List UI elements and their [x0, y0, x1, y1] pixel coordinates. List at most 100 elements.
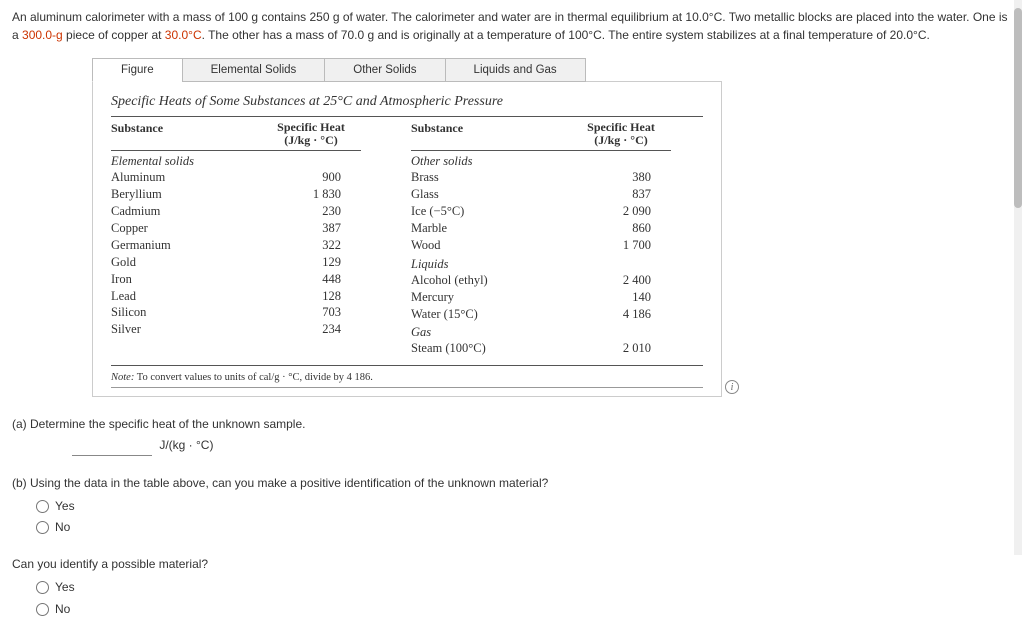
table-row: Mercury140 — [411, 289, 671, 306]
table-row: Cadmium230 — [111, 203, 361, 220]
tab-other-solids[interactable]: Other Solids — [324, 58, 445, 82]
substance-name: Steam (100°C) — [411, 340, 581, 357]
problem-text-b: piece of copper at — [63, 28, 165, 42]
radio-c-yes-row[interactable]: Yes — [36, 578, 1012, 597]
highlight-mass: 300.0-g — [22, 28, 63, 42]
substance-name: Ice (−5°C) — [411, 203, 581, 220]
unit-label: J/(kg · °C) — [159, 438, 213, 452]
specific-heat-value: 4 186 — [581, 306, 671, 323]
problem-text-c: . The other has a mass of 70.0 g and is … — [202, 28, 930, 42]
substance-name: Beryllium — [111, 186, 271, 203]
specific-heat-value: 128 — [271, 288, 361, 305]
figure-panel: Specific Heats of Some Substances at 25°… — [92, 81, 722, 397]
table-left-column: Substance Specific Heat (J/kg · °C) Elem… — [111, 121, 361, 357]
substance-name: Iron — [111, 271, 271, 288]
specific-heat-value: 322 — [271, 237, 361, 254]
substance-name: Cadmium — [111, 203, 271, 220]
table-row: Marble860 — [411, 220, 671, 237]
table-row: Lead128 — [111, 288, 361, 305]
category-elemental: Elemental solids — [111, 154, 361, 169]
highlight-temp: 30.0°C — [165, 28, 202, 42]
answer-input-a[interactable] — [72, 442, 152, 456]
table-row: Brass380 — [411, 169, 671, 186]
specific-heat-value: 129 — [271, 254, 361, 271]
substance-name: Copper — [111, 220, 271, 237]
radio-b-no[interactable] — [36, 521, 49, 534]
scrollbar-thumb[interactable] — [1014, 8, 1022, 208]
tab-liquids-gas[interactable]: Liquids and Gas — [445, 58, 586, 82]
table-row: Germanium322 — [111, 237, 361, 254]
table-row: Beryllium1 830 — [111, 186, 361, 203]
table-row: Copper387 — [111, 220, 361, 237]
category-liquids: Liquids — [411, 257, 671, 272]
substance-name: Alcohol (ethyl) — [411, 272, 581, 289]
specific-heat-value: 140 — [581, 289, 671, 306]
specific-heat-value: 860 — [581, 220, 671, 237]
tab-figure[interactable]: Figure — [92, 58, 183, 82]
question-c: Can you identify a possible material? Ye… — [12, 555, 1012, 619]
header-heat-left: Specific Heat (J/kg · °C) — [261, 121, 361, 147]
radio-b-yes-row[interactable]: Yes — [36, 497, 1012, 516]
specific-heat-value: 230 — [271, 203, 361, 220]
specific-heat-value: 1 700 — [581, 237, 671, 254]
radio-c-yes-label: Yes — [55, 578, 75, 597]
specific-heat-value: 2 010 — [581, 340, 671, 357]
category-gas: Gas — [411, 325, 671, 340]
radio-c-no-row[interactable]: No — [36, 600, 1012, 619]
tab-bar: Figure Elemental Solids Other Solids Liq… — [92, 58, 1012, 82]
radio-b-no-row[interactable]: No — [36, 518, 1012, 537]
specific-heat-value: 448 — [271, 271, 361, 288]
table-right-column: Substance Specific Heat (J/kg · °C) Othe… — [411, 121, 671, 357]
substance-name: Marble — [411, 220, 581, 237]
header-substance-right: Substance — [411, 121, 571, 147]
substance-name: Gold — [111, 254, 271, 271]
substance-name: Silver — [111, 321, 271, 338]
table-title: Specific Heats of Some Substances at 25°… — [111, 94, 703, 110]
scrollbar-track[interactable] — [1014, 0, 1022, 555]
question-b-text: (b) Using the data in the table above, c… — [12, 474, 1012, 493]
substance-name: Germanium — [111, 237, 271, 254]
substance-name: Silicon — [111, 304, 271, 321]
table-row: Water (15°C)4 186 — [411, 306, 671, 323]
substance-name: Wood — [411, 237, 581, 254]
radio-c-no[interactable] — [36, 603, 49, 616]
specific-heat-value: 387 — [271, 220, 361, 237]
problem-statement: An aluminum calorimeter with a mass of 1… — [12, 8, 1012, 44]
specific-heat-value: 234 — [271, 321, 361, 338]
question-c-text: Can you identify a possible material? — [12, 555, 1012, 574]
radio-b-yes-label: Yes — [55, 497, 75, 516]
tab-elemental-solids[interactable]: Elemental Solids — [182, 58, 326, 82]
radio-c-yes[interactable] — [36, 581, 49, 594]
header-substance-left: Substance — [111, 121, 261, 147]
radio-b-yes[interactable] — [36, 500, 49, 513]
specific-heat-value: 837 — [581, 186, 671, 203]
category-other-solids: Other solids — [411, 154, 671, 169]
substance-name: Mercury — [411, 289, 581, 306]
specific-heat-value: 900 — [271, 169, 361, 186]
radio-b-no-label: No — [55, 518, 70, 537]
question-a-text: (a) Determine the specific heat of the u… — [12, 415, 1012, 434]
specific-heat-value: 380 — [581, 169, 671, 186]
substance-name: Lead — [111, 288, 271, 305]
specific-heat-table: Substance Specific Heat (J/kg · °C) Elem… — [111, 116, 703, 366]
specific-heat-value: 2 400 — [581, 272, 671, 289]
table-row: Silver234 — [111, 321, 361, 338]
table-row: Aluminum900 — [111, 169, 361, 186]
question-b: (b) Using the data in the table above, c… — [12, 474, 1012, 538]
info-icon[interactable]: i — [725, 380, 739, 394]
table-row: Wood1 700 — [411, 237, 671, 254]
specific-heat-value: 1 830 — [271, 186, 361, 203]
radio-c-no-label: No — [55, 600, 70, 619]
specific-heat-value: 703 — [271, 304, 361, 321]
substance-name: Brass — [411, 169, 581, 186]
table-row: Iron448 — [111, 271, 361, 288]
question-a: (a) Determine the specific heat of the u… — [12, 415, 1012, 455]
header-heat-right: Specific Heat (J/kg · °C) — [571, 121, 671, 147]
table-row: Silicon703 — [111, 304, 361, 321]
substance-name: Aluminum — [111, 169, 271, 186]
table-row: Alcohol (ethyl)2 400 — [411, 272, 671, 289]
table-row: Steam (100°C)2 010 — [411, 340, 671, 357]
table-note: Note: To convert values to units of cal/… — [111, 372, 703, 388]
table-row: Gold129 — [111, 254, 361, 271]
table-row: Glass837 — [411, 186, 671, 203]
